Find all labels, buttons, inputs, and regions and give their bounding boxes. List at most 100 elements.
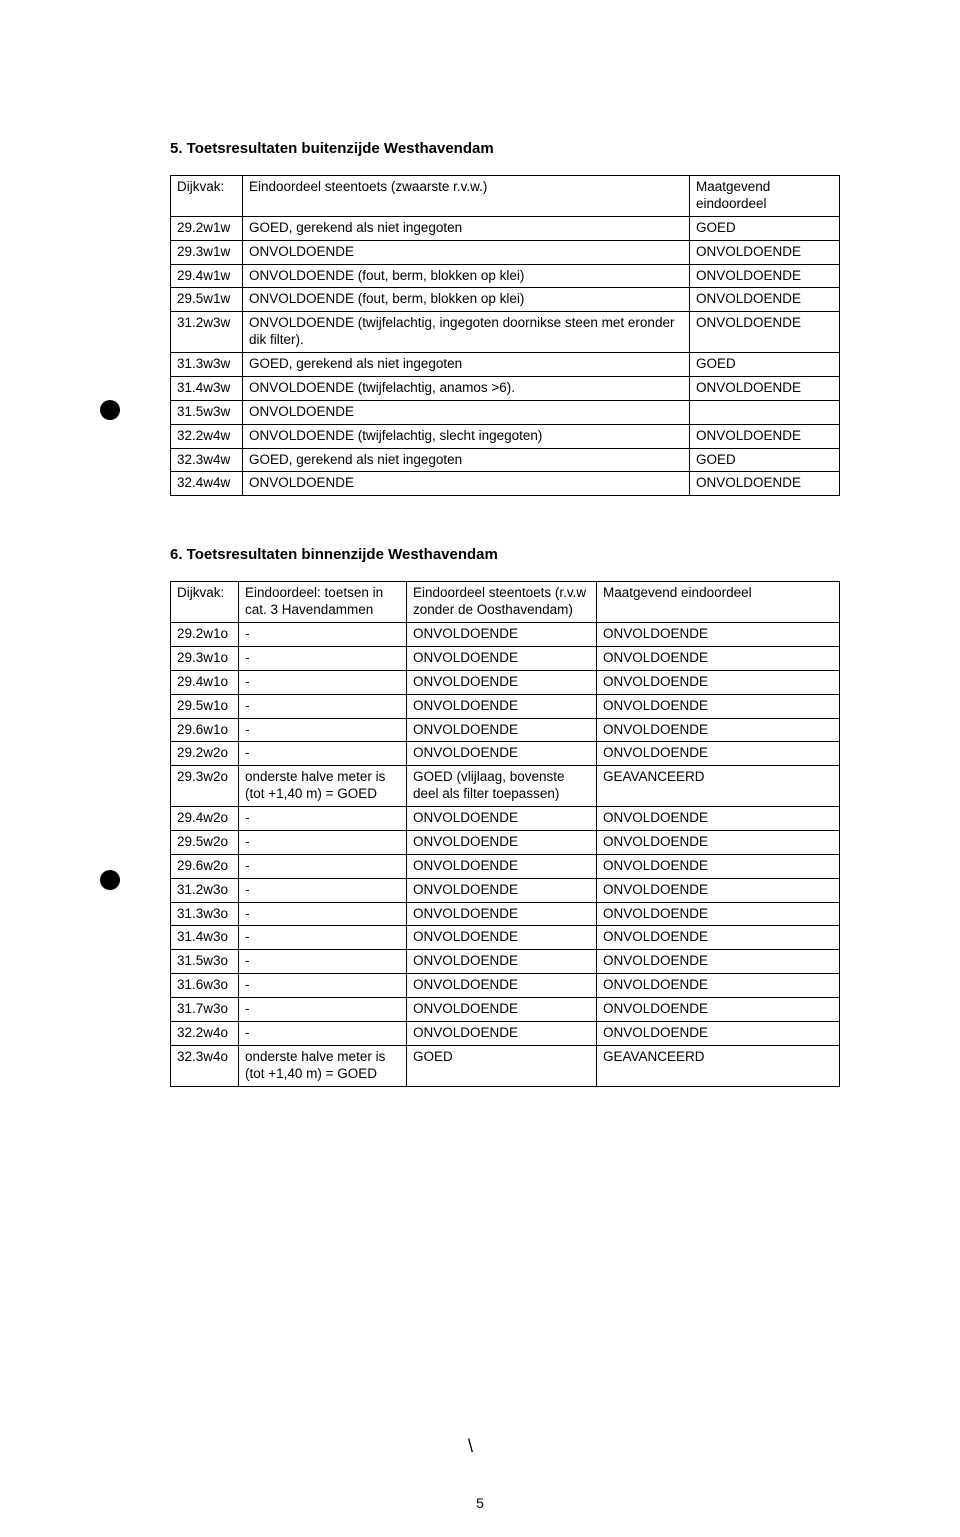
- table-cell: GOED, gerekend als niet ingegoten: [243, 448, 690, 472]
- table-cell: ONVOLDOENDE: [407, 1021, 597, 1045]
- table-cell: ONVOLDOENDE: [407, 670, 597, 694]
- table-cell: ONVOLDOENDE: [407, 646, 597, 670]
- table-cell: 31.3w3o: [171, 902, 239, 926]
- table-cell: -: [239, 742, 407, 766]
- page-container: 5. Toetsresultaten buitenzijde Westhaven…: [0, 0, 960, 1537]
- table-cell: ONVOLDOENDE: [597, 854, 840, 878]
- table-row: 31.4w3wONVOLDOENDE (twijfelachtig, anamo…: [171, 376, 840, 400]
- table-cell: 29.5w2o: [171, 830, 239, 854]
- table-cell: 32.4w4w: [171, 472, 243, 496]
- table-header-row: Dijkvak: Eindoordeel: toetsen in cat. 3 …: [171, 582, 840, 623]
- table-cell: -: [239, 807, 407, 831]
- table-cell: ONVOLDOENDE: [597, 878, 840, 902]
- header-cell: Dijkvak:: [171, 176, 243, 217]
- table-cell: ONVOLDOENDE: [690, 288, 840, 312]
- table-cell: ONVOLDOENDE: [690, 376, 840, 400]
- table-row: 31.7w3o-ONVOLDOENDEONVOLDOENDE: [171, 998, 840, 1022]
- table-cell: ONVOLDOENDE: [407, 974, 597, 998]
- table-cell: ONVOLDOENDE: [690, 312, 840, 353]
- table-cell: 29.2w1o: [171, 623, 239, 647]
- table-row: 32.2w4o-ONVOLDOENDEONVOLDOENDE: [171, 1021, 840, 1045]
- table-cell: [690, 400, 840, 424]
- table-row: 29.2w1o-ONVOLDOENDEONVOLDOENDE: [171, 623, 840, 647]
- header-cell: Eindoordeel steentoets (zwaarste r.v.w.): [243, 176, 690, 217]
- table-row: 29.3w2oonderste halve meter is (tot +1,4…: [171, 766, 840, 807]
- table-cell: GOED (vlijlaag, bovenste deel als filter…: [407, 766, 597, 807]
- table-cell: ONVOLDOENDE: [407, 807, 597, 831]
- table-cell: -: [239, 830, 407, 854]
- table-row: 32.3w4wGOED, gerekend als niet ingegoten…: [171, 448, 840, 472]
- table-cell: ONVOLDOENDE: [407, 878, 597, 902]
- table-cell: ONVOLDOENDE: [243, 472, 690, 496]
- table-cell: 29.5w1w: [171, 288, 243, 312]
- section6-table: Dijkvak: Eindoordeel: toetsen in cat. 3 …: [170, 581, 840, 1086]
- table-cell: GEAVANCEERD: [597, 766, 840, 807]
- table-cell: -: [239, 718, 407, 742]
- page-number: 5: [476, 1495, 484, 1511]
- table-cell: ONVOLDOENDE: [243, 400, 690, 424]
- table-cell: 29.6w2o: [171, 854, 239, 878]
- table-cell: GOED: [690, 216, 840, 240]
- table-cell: ONVOLDOENDE (twijfelachtig, slecht ingeg…: [243, 424, 690, 448]
- table-cell: GOED: [690, 448, 840, 472]
- table-cell: 32.3w4w: [171, 448, 243, 472]
- table-cell: ONVOLDOENDE: [597, 926, 840, 950]
- header-cell: Eindoordeel: toetsen in cat. 3 Havendamm…: [239, 582, 407, 623]
- table-cell: ONVOLDOENDE: [407, 694, 597, 718]
- table-cell: GOED: [407, 1045, 597, 1086]
- table-row: 31.6w3o-ONVOLDOENDEONVOLDOENDE: [171, 974, 840, 998]
- table-cell: ONVOLDOENDE: [690, 240, 840, 264]
- table-cell: ONVOLDOENDE: [407, 718, 597, 742]
- table-cell: ONVOLDOENDE: [597, 974, 840, 998]
- table-cell: GOED, gerekend als niet ingegoten: [243, 216, 690, 240]
- table-cell: 32.3w4o: [171, 1045, 239, 1086]
- table-cell: -: [239, 878, 407, 902]
- table-cell: ONVOLDOENDE: [407, 623, 597, 647]
- table-row: 31.3w3wGOED, gerekend als niet ingegoten…: [171, 353, 840, 377]
- table-row: 29.5w1wONVOLDOENDE (fout, berm, blokken …: [171, 288, 840, 312]
- section6-title: 6. Toetsresultaten binnenzijde Westhaven…: [170, 546, 840, 563]
- header-cell: Dijkvak:: [171, 582, 239, 623]
- table-cell: -: [239, 670, 407, 694]
- table-cell: 31.6w3o: [171, 974, 239, 998]
- table-cell: ONVOLDOENDE: [690, 472, 840, 496]
- table-cell: -: [239, 694, 407, 718]
- table-cell: ONVOLDOENDE: [597, 807, 840, 831]
- table-row: 29.6w1o-ONVOLDOENDEONVOLDOENDE: [171, 718, 840, 742]
- table-cell: 29.2w2o: [171, 742, 239, 766]
- table-cell: 31.4w3o: [171, 926, 239, 950]
- table-cell: GOED, gerekend als niet ingegoten: [243, 353, 690, 377]
- table-row: 31.4w3o-ONVOLDOENDEONVOLDOENDE: [171, 926, 840, 950]
- table-cell: 31.4w3w: [171, 376, 243, 400]
- table-cell: ONVOLDOENDE: [597, 670, 840, 694]
- table-cell: 29.2w1w: [171, 216, 243, 240]
- table-row: 31.3w3o-ONVOLDOENDEONVOLDOENDE: [171, 902, 840, 926]
- table-cell: ONVOLDOENDE: [597, 623, 840, 647]
- table-row: 31.5w3wONVOLDOENDE: [171, 400, 840, 424]
- table-cell: 29.4w1w: [171, 264, 243, 288]
- table-cell: ONVOLDOENDE: [407, 902, 597, 926]
- table-cell: 29.5w1o: [171, 694, 239, 718]
- section5-table: Dijkvak: Eindoordeel steentoets (zwaarst…: [170, 175, 840, 496]
- table-cell: ONVOLDOENDE: [407, 950, 597, 974]
- table-cell: -: [239, 623, 407, 647]
- slash-mark: \: [468, 1436, 473, 1457]
- header-cell: Eindoordeel steentoets (r.v.w zonder de …: [407, 582, 597, 623]
- table-cell: 31.5w3w: [171, 400, 243, 424]
- header-cell: Maatgevend eindoordeel: [597, 582, 840, 623]
- section5-title: 5. Toetsresultaten buitenzijde Westhaven…: [170, 140, 840, 157]
- table-row: 29.5w2o-ONVOLDOENDEONVOLDOENDE: [171, 830, 840, 854]
- table-row: 31.5w3o-ONVOLDOENDEONVOLDOENDE: [171, 950, 840, 974]
- table-cell: ONVOLDOENDE: [597, 694, 840, 718]
- table-cell: -: [239, 854, 407, 878]
- table-cell: 29.3w1o: [171, 646, 239, 670]
- table-cell: -: [239, 974, 407, 998]
- table-cell: -: [239, 950, 407, 974]
- table-row: 29.2w2o-ONVOLDOENDEONVOLDOENDE: [171, 742, 840, 766]
- table-cell: onderste halve meter is (tot +1,40 m) = …: [239, 766, 407, 807]
- table-cell: 32.2w4w: [171, 424, 243, 448]
- table-row: 32.2w4wONVOLDOENDE (twijfelachtig, slech…: [171, 424, 840, 448]
- table-cell: -: [239, 902, 407, 926]
- table-cell: -: [239, 646, 407, 670]
- table-cell: ONVOLDOENDE: [597, 902, 840, 926]
